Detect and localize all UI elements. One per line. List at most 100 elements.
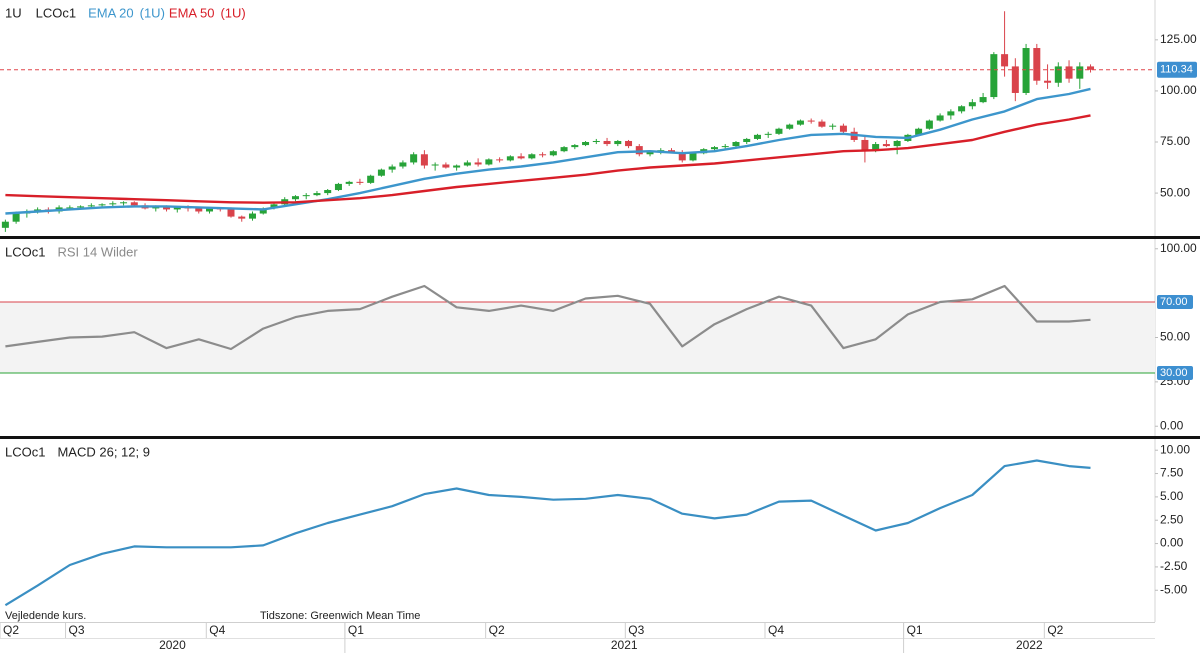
candle-body [270,204,278,209]
candle-body [248,213,256,219]
candle-body [839,125,847,132]
x-tick-label: Q1 [348,623,364,637]
candle-body [1065,66,1073,79]
candle-body [861,139,869,151]
candle-body [893,140,901,147]
candle-body [302,195,310,197]
candle-body [818,121,826,127]
candle-body [710,147,718,150]
candle-body [743,138,751,143]
level-label: 70.00 [1160,296,1188,308]
legend-name: EMA 50 [169,5,215,20]
candle-body [324,190,332,194]
symbol: LCOc1 [5,244,45,259]
candle-body [259,208,267,214]
candle-body [979,97,987,103]
candle-body [367,175,375,183]
candle-body [925,120,933,129]
year-label: 2022 [1016,638,1043,652]
series-line [4,459,1091,607]
candle-body [882,144,890,147]
candle-body [592,140,600,143]
candle-body [958,106,966,112]
candle-body [420,154,428,166]
level-band [0,302,1155,373]
candle-body [786,124,794,129]
y-tick-label: 0.00 [1160,536,1184,550]
candle-body [539,154,547,156]
series-line [5,114,1091,204]
candle-body [990,54,998,98]
candle-body [560,147,568,152]
candle-body [936,115,944,121]
candle-body [206,208,214,212]
y-tick-label: -5.00 [1160,582,1188,596]
candle-body [721,146,729,148]
candle-body [625,140,633,147]
candle-body [947,111,955,116]
candle-body [635,146,643,155]
candle-body [646,151,654,155]
y-tick-label: -2.50 [1160,559,1188,573]
candle-body [356,181,364,183]
candle-body [528,154,536,159]
candle-body [98,204,106,206]
candle-body [388,166,396,170]
candle-body [410,154,418,163]
candle-body [334,183,342,191]
candle-body [496,159,504,161]
candle-body [12,213,20,222]
candle-body [753,134,761,139]
panel [4,459,1091,607]
y-tick-label: 50.00 [1160,185,1190,199]
y-tick-label: 100.00 [1160,83,1197,97]
candle-body [506,156,514,161]
candle-body [517,156,525,159]
y-tick-label: 75.00 [1160,134,1190,148]
candle-body [915,128,923,135]
candle-body [1022,48,1030,93]
last-price-box [1157,61,1197,78]
candle-body [775,128,783,134]
candle-body [732,142,740,147]
year-label: 2020 [159,638,186,652]
candle-body [474,162,482,165]
candle-body [453,165,461,168]
candle-body [764,133,772,135]
candle-body [1033,48,1041,81]
candle-body [582,142,590,146]
candle-body [431,164,439,166]
candle-body [87,205,95,207]
candle-body [463,162,471,166]
legend-period: (1U) [220,5,245,20]
candle-body [163,206,171,210]
candle-body [1076,66,1084,79]
symbol: LCOc1 [36,5,76,20]
candle-body [377,169,385,176]
x-tick-label: Q2 [1047,623,1063,637]
legend-period: (1U) [140,5,165,20]
interval: 1U [5,5,22,20]
x-tick-label: Q4 [209,623,225,637]
note: Tidszone: Greenwich Mean Time [260,610,420,622]
candle-body [872,144,880,151]
candle-body [1001,54,1009,67]
candle-body [1011,66,1019,93]
candle-body [1087,66,1095,70]
last-price-label: 110.34 [1160,64,1193,76]
candle-body [807,120,815,122]
candle-body [829,125,837,127]
candle-body [442,164,450,168]
candle-body [603,140,611,145]
symbol: LCOc1 [5,444,45,459]
indicator-title: MACD 26; 12; 9 [57,444,150,459]
panel [1,11,1095,232]
candle-body [313,193,321,196]
candle-body [109,203,117,205]
candle-body [485,159,493,165]
candle-body [238,216,246,219]
y-tick-label: 0.00 [1160,418,1184,432]
panel [0,284,1155,374]
candle-body [345,181,353,184]
candle-body [968,102,976,107]
